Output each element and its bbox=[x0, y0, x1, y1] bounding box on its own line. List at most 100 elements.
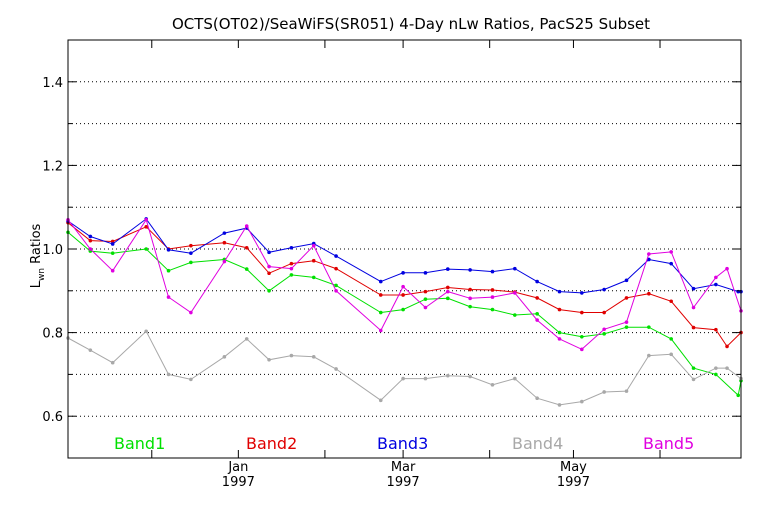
data-point bbox=[110, 360, 115, 365]
data-point bbox=[714, 275, 718, 280]
data-point bbox=[378, 310, 383, 315]
data-point bbox=[647, 291, 651, 296]
data-point bbox=[602, 390, 606, 394]
data-point bbox=[244, 337, 249, 341]
y-tick-label: 1.4 bbox=[42, 76, 63, 91]
series-line bbox=[67, 222, 742, 348]
data-point bbox=[289, 266, 294, 271]
x-tick-label: Jan bbox=[227, 460, 248, 475]
data-point bbox=[490, 307, 495, 312]
data-point bbox=[445, 296, 450, 301]
data-point bbox=[378, 398, 383, 403]
data-point bbox=[490, 288, 495, 292]
data-point bbox=[423, 271, 428, 275]
data-point bbox=[736, 393, 741, 398]
data-point bbox=[311, 355, 316, 359]
data-point bbox=[490, 383, 495, 387]
data-point bbox=[144, 225, 148, 229]
data-point bbox=[267, 264, 271, 269]
data-point bbox=[691, 377, 696, 382]
data-point bbox=[401, 307, 405, 312]
legend-item-band5: Band5 bbox=[643, 434, 694, 453]
data-point bbox=[513, 291, 517, 295]
data-point bbox=[334, 289, 338, 293]
data-point bbox=[445, 289, 450, 294]
data-point bbox=[401, 284, 405, 289]
data-point bbox=[647, 252, 651, 256]
data-point bbox=[580, 347, 584, 352]
data-point bbox=[535, 311, 539, 316]
y-axis-label-sub: wn bbox=[37, 268, 47, 281]
data-point bbox=[423, 289, 428, 294]
data-point bbox=[334, 367, 338, 371]
svg-text:Lwn Ratios: Lwn Ratios bbox=[29, 223, 47, 288]
data-point bbox=[490, 269, 495, 274]
data-point bbox=[557, 289, 562, 294]
data-point bbox=[267, 271, 271, 276]
data-point bbox=[189, 243, 193, 248]
data-point bbox=[669, 261, 673, 266]
data-point bbox=[647, 257, 651, 262]
data-point bbox=[602, 332, 606, 336]
data-point bbox=[401, 271, 405, 275]
data-point bbox=[88, 247, 93, 251]
data-point bbox=[535, 279, 539, 284]
x-tick-year-label: 1997 bbox=[557, 475, 590, 490]
data-point bbox=[725, 366, 729, 370]
data-point bbox=[725, 266, 729, 271]
data-point bbox=[468, 287, 472, 292]
data-point bbox=[557, 330, 562, 335]
data-point bbox=[88, 348, 93, 352]
data-point bbox=[647, 325, 651, 329]
data-point bbox=[624, 389, 629, 393]
data-point bbox=[311, 275, 316, 280]
series-line bbox=[67, 218, 741, 294]
data-point bbox=[557, 307, 562, 312]
data-point bbox=[88, 238, 93, 243]
data-point bbox=[624, 296, 629, 300]
data-point bbox=[166, 268, 171, 273]
x-tick-label: Mar bbox=[391, 460, 416, 475]
data-point bbox=[669, 352, 673, 357]
data-point bbox=[267, 250, 271, 255]
data-point bbox=[311, 258, 316, 263]
chart-title: OCTS(OT02)/SeaWiFS(SR051) 4-Day nLw Rati… bbox=[172, 15, 650, 33]
data-point bbox=[267, 289, 271, 293]
data-point bbox=[289, 245, 294, 250]
legend: Band1 Band2 Band3 Band4 Band5 bbox=[114, 434, 694, 453]
data-point bbox=[602, 287, 606, 292]
data-point bbox=[602, 327, 606, 332]
data-point bbox=[222, 240, 227, 245]
series-band2 bbox=[66, 220, 743, 349]
data-point bbox=[624, 325, 629, 329]
data-point bbox=[244, 245, 249, 250]
data-point bbox=[401, 293, 405, 297]
legend-item-band3: Band3 bbox=[377, 434, 428, 453]
data-point bbox=[513, 376, 517, 381]
legend-item-band1: Band1 bbox=[114, 434, 165, 453]
data-point bbox=[602, 310, 606, 315]
x-tick-year-label: 1997 bbox=[387, 475, 420, 490]
series-line bbox=[67, 330, 742, 406]
data-point bbox=[289, 261, 294, 266]
data-point bbox=[714, 327, 718, 332]
data-point bbox=[468, 296, 472, 301]
data-point bbox=[490, 295, 495, 299]
data-point bbox=[468, 268, 472, 272]
data-point bbox=[166, 295, 171, 299]
data-point bbox=[468, 304, 472, 309]
data-point bbox=[580, 310, 584, 315]
data-point bbox=[535, 396, 539, 401]
data-point bbox=[110, 268, 115, 273]
data-point bbox=[110, 239, 115, 244]
x-tick-label: May bbox=[560, 460, 587, 475]
data-point bbox=[166, 372, 171, 377]
data-point bbox=[624, 320, 629, 324]
data-point bbox=[289, 353, 294, 358]
data-point bbox=[189, 251, 193, 255]
series-band5 bbox=[66, 217, 743, 352]
series-line bbox=[67, 231, 742, 397]
data-point bbox=[468, 374, 472, 379]
data-point bbox=[624, 278, 629, 283]
